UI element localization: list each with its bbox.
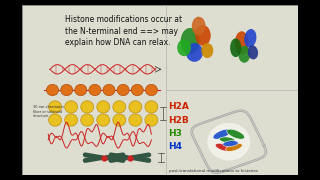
Ellipse shape bbox=[49, 114, 61, 126]
Ellipse shape bbox=[89, 84, 101, 96]
Ellipse shape bbox=[81, 101, 94, 113]
Ellipse shape bbox=[49, 101, 61, 113]
Ellipse shape bbox=[201, 43, 213, 58]
Ellipse shape bbox=[227, 129, 245, 139]
Ellipse shape bbox=[113, 101, 126, 113]
Ellipse shape bbox=[226, 143, 242, 151]
Ellipse shape bbox=[215, 143, 232, 151]
Ellipse shape bbox=[207, 123, 250, 161]
Ellipse shape bbox=[220, 137, 235, 143]
Text: Histone modifications occur at
the N-terminal end ==> may
explain how DNA can re: Histone modifications occur at the N-ter… bbox=[65, 15, 182, 47]
Ellipse shape bbox=[75, 84, 87, 96]
Ellipse shape bbox=[230, 38, 241, 57]
Text: post-translational modifications to histones: post-translational modifications to hist… bbox=[169, 169, 258, 173]
Ellipse shape bbox=[46, 84, 59, 96]
Ellipse shape bbox=[97, 101, 110, 113]
Ellipse shape bbox=[81, 114, 94, 126]
Ellipse shape bbox=[129, 101, 142, 113]
Ellipse shape bbox=[180, 28, 200, 54]
Ellipse shape bbox=[145, 101, 158, 113]
Ellipse shape bbox=[60, 84, 73, 96]
Ellipse shape bbox=[223, 141, 238, 147]
Ellipse shape bbox=[235, 31, 249, 55]
Ellipse shape bbox=[97, 114, 110, 126]
Ellipse shape bbox=[195, 25, 211, 46]
Ellipse shape bbox=[65, 101, 77, 113]
Ellipse shape bbox=[177, 39, 191, 56]
Ellipse shape bbox=[113, 114, 126, 126]
Ellipse shape bbox=[244, 29, 256, 48]
Text: H4: H4 bbox=[169, 142, 183, 151]
Ellipse shape bbox=[186, 43, 203, 62]
Ellipse shape bbox=[131, 84, 143, 96]
Ellipse shape bbox=[192, 17, 205, 35]
Ellipse shape bbox=[117, 84, 129, 96]
Text: H2B: H2B bbox=[169, 116, 189, 125]
Ellipse shape bbox=[129, 114, 142, 126]
Ellipse shape bbox=[145, 84, 157, 96]
Ellipse shape bbox=[213, 129, 231, 139]
Ellipse shape bbox=[65, 114, 77, 126]
Ellipse shape bbox=[238, 46, 250, 63]
Text: 30 nm chromatin
fiber or solenoid
structure: 30 nm chromatin fiber or solenoid struct… bbox=[33, 105, 63, 118]
Ellipse shape bbox=[103, 84, 115, 96]
Text: H2A: H2A bbox=[169, 102, 189, 111]
Text: H3: H3 bbox=[169, 129, 182, 138]
Ellipse shape bbox=[145, 114, 158, 126]
Ellipse shape bbox=[248, 45, 258, 59]
